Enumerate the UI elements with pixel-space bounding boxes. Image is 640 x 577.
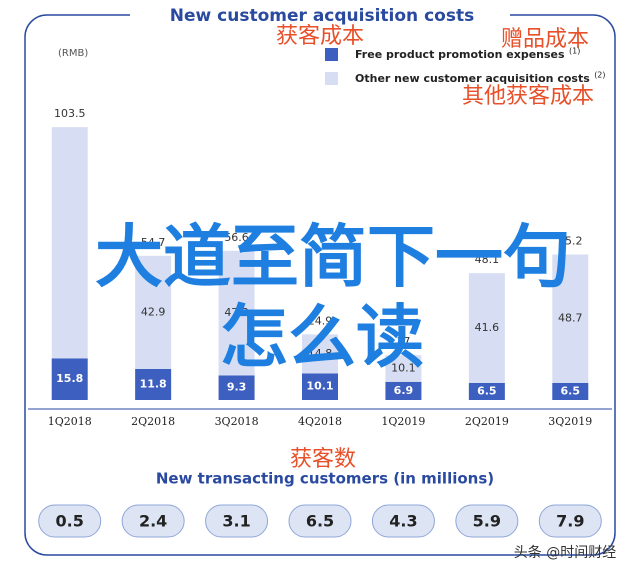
bar-segment (302, 334, 338, 374)
x-tick-label: 2Q2018 (131, 415, 175, 428)
value-label: 11.8 (140, 377, 167, 390)
legend-note: (1) (569, 47, 580, 56)
overlay-text: 怎么读 (220, 299, 424, 378)
value-label: 6.9 (394, 384, 414, 397)
customer-pill (371, 504, 435, 538)
overlay-text: 大道至简下一句 (95, 219, 571, 298)
customer-value: 6.5 (306, 512, 334, 531)
bar-segment (135, 255, 172, 369)
bar-segment (218, 250, 255, 376)
customers-title: New transacting customers (in millions) (156, 470, 494, 488)
annotation: 其他获客成本 (462, 84, 594, 109)
x-tick-label: 1Q2019 (381, 415, 425, 428)
total-label: 56.6 (224, 231, 249, 244)
legend-label: Other new customer acquisition costs (355, 72, 590, 85)
bar-segment (51, 358, 88, 400)
bar-segment (552, 254, 589, 383)
bar-segment (135, 368, 172, 400)
x-tick-label: 3Q2019 (548, 415, 592, 428)
customer-value: 5.9 (473, 512, 501, 531)
value-label: 41.6 (475, 321, 500, 334)
customer-pill (288, 504, 352, 538)
value-label: 42.9 (141, 305, 166, 318)
bar-segment (468, 382, 505, 400)
legend-swatch (325, 48, 338, 61)
bar-segment (218, 375, 255, 400)
customer-value: 4.3 (389, 512, 417, 531)
value-label: 6.5 (561, 384, 581, 397)
watermark: 头条 @时间财经 (514, 544, 616, 561)
x-tick-label: 3Q2018 (215, 415, 259, 428)
customer-value: 2.4 (139, 512, 167, 531)
total-label: 17 (396, 335, 410, 348)
customer-value: 0.5 (56, 512, 84, 531)
bar-segment (302, 373, 338, 400)
customer-pill (38, 504, 102, 538)
x-tick-label: 1Q2018 (48, 415, 92, 428)
customer-pill (455, 504, 519, 538)
total-label: 103.5 (54, 107, 86, 120)
value-label: 6.5 (477, 384, 497, 397)
bar-segment (552, 382, 589, 400)
bar-segment (385, 381, 422, 400)
customer-pill (121, 504, 185, 538)
chart-title: New customer acquisition costs (170, 6, 474, 26)
value-label: 10.1 (391, 361, 416, 374)
customer-pill (538, 504, 602, 538)
bar-segment (385, 355, 422, 382)
total-label: 54.7 (141, 236, 166, 249)
value-label: 47.3 (224, 306, 249, 319)
unit-label: (RMB) (58, 48, 88, 59)
legend-note: (2) (594, 71, 605, 80)
value-label: 14.8 (308, 347, 333, 360)
customer-value: 3.1 (222, 512, 250, 531)
total-label: 24.9 (308, 314, 333, 327)
value-label: 15.8 (56, 372, 83, 385)
x-tick-label: 4Q2018 (298, 415, 342, 428)
bar-segment (51, 127, 88, 359)
title-backdrop (130, 3, 510, 29)
customer-value: 7.9 (556, 512, 584, 531)
total-label: 48.1 (475, 253, 500, 266)
legend-swatch (325, 72, 338, 85)
value-label: 48.7 (558, 312, 583, 325)
annotation: 获客成本 (276, 24, 364, 49)
customer-pill (205, 504, 269, 538)
total-label: 55.2 (558, 234, 583, 247)
annotation: 赠品成本 (501, 27, 589, 52)
bar-segment (468, 273, 505, 383)
legend-label: Free product promotion expenses (355, 48, 565, 61)
value-label: 10.1 (306, 380, 333, 393)
value-label: 9.3 (227, 381, 247, 394)
annotation: 获客数 (290, 447, 356, 472)
x-tick-label: 2Q2019 (465, 415, 509, 428)
